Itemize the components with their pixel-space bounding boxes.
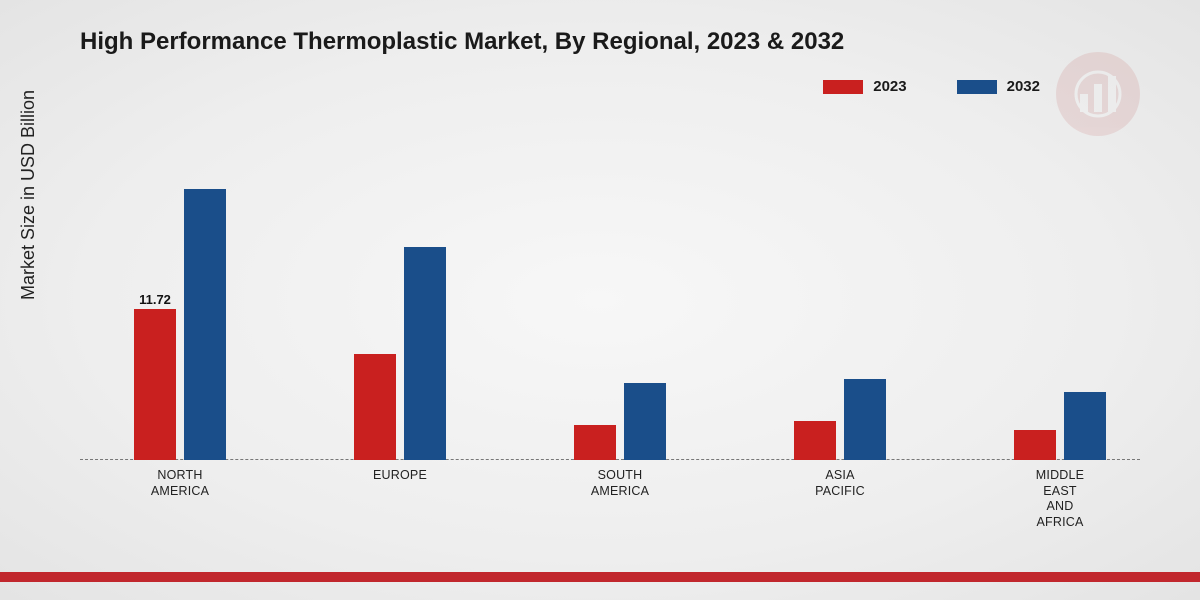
y-axis-label: Market Size in USD Billion <box>18 90 39 300</box>
bar-value-label: 11.72 <box>139 292 171 307</box>
x-tick-label: ASIAPACIFIC <box>770 468 910 499</box>
legend-item-2032: 2032 <box>957 78 1040 95</box>
x-tick-label: EUROPE <box>330 468 470 484</box>
footer-accent-bar <box>0 572 1200 582</box>
bar-2023 <box>1014 430 1056 460</box>
legend: 2023 2032 <box>823 78 1040 95</box>
bar-2023: 11.72 <box>134 309 176 460</box>
bar-2023 <box>794 421 836 460</box>
x-tick-label: SOUTHAMERICA <box>550 468 690 499</box>
x-tick-label: MIDDLEEASTANDAFRICA <box>990 468 1130 531</box>
bar-chart-icon <box>1074 70 1122 118</box>
bar-2032 <box>404 247 446 460</box>
x-axis-ticks: NORTHAMERICA EUROPE SOUTHAMERICA ASIAPACIFI… <box>80 460 1140 540</box>
bar-2032 <box>184 189 226 460</box>
chart-title: High Performance Thermoplastic Market, B… <box>80 28 844 56</box>
bar-2023 <box>574 425 616 460</box>
brand-watermark <box>1056 52 1140 136</box>
bar-2023 <box>354 354 396 460</box>
bar-2032 <box>1064 392 1106 460</box>
x-tick-label: NORTHAMERICA <box>110 468 250 499</box>
bar-2032 <box>844 379 886 460</box>
legend-label-2032: 2032 <box>1007 78 1040 95</box>
bar-2032 <box>624 383 666 461</box>
legend-swatch-2023 <box>823 80 863 94</box>
plot-area: 11.72 <box>80 150 1140 460</box>
legend-item-2023: 2023 <box>823 78 906 95</box>
legend-swatch-2032 <box>957 80 997 94</box>
legend-label-2023: 2023 <box>873 78 906 95</box>
